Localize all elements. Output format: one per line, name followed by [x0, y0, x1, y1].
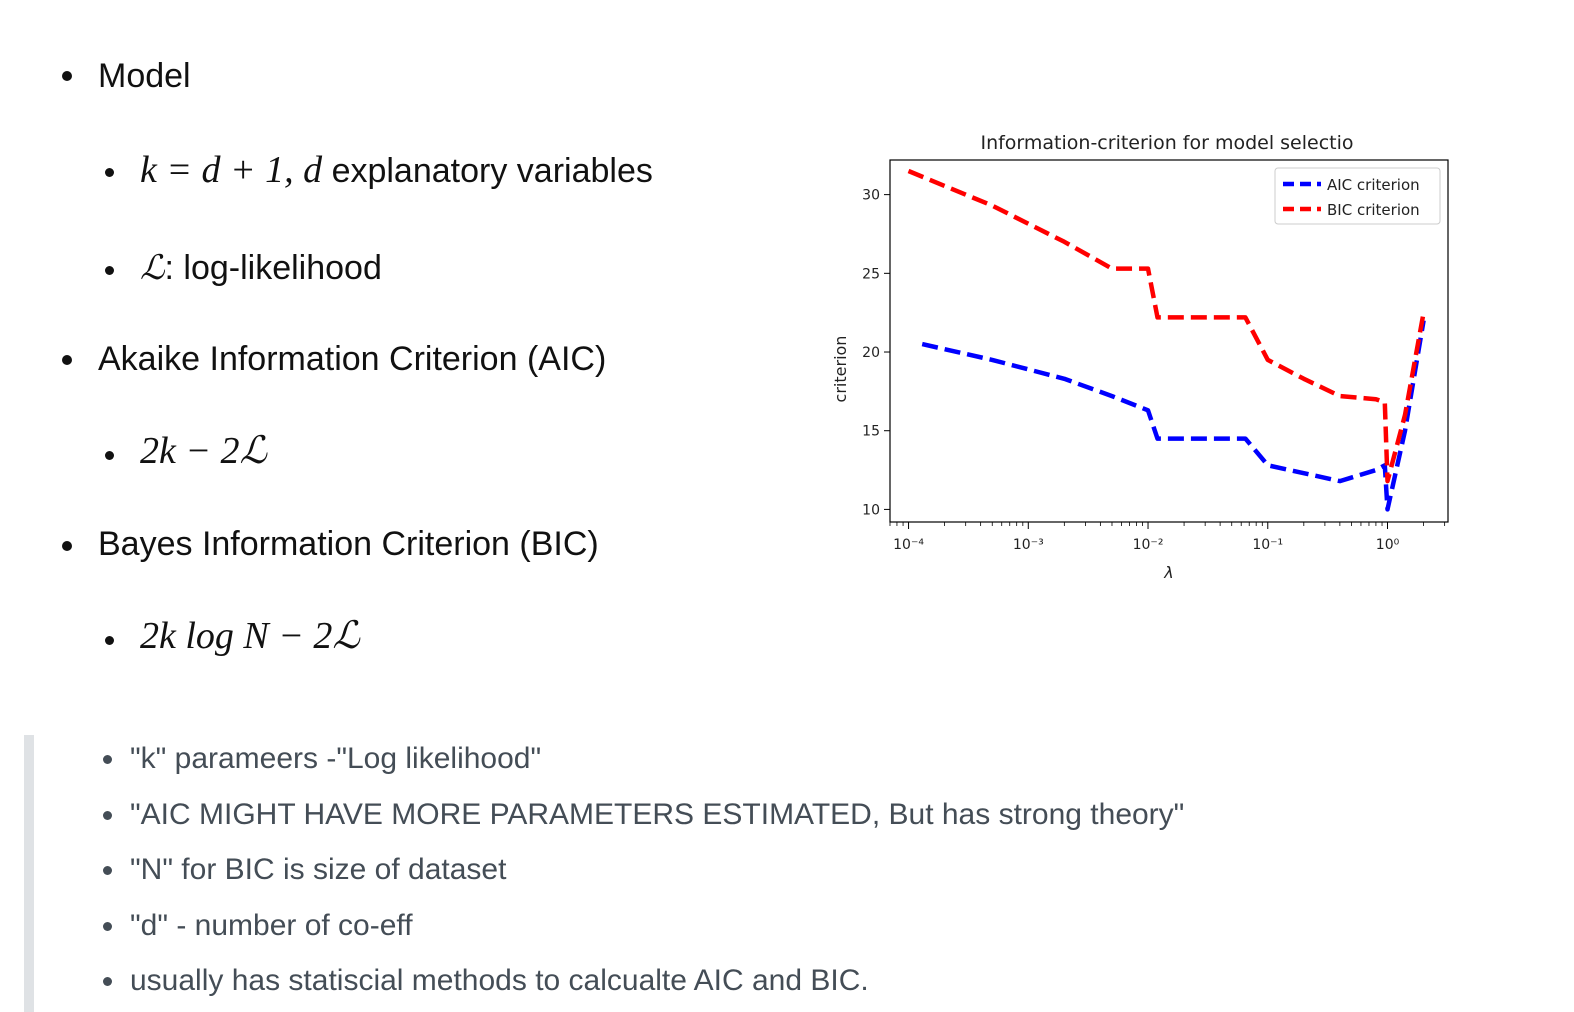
y-tick-label: 10 — [862, 502, 880, 518]
y-tick-label: 20 — [862, 345, 880, 361]
blockquote-bar — [24, 735, 34, 1012]
note-item: usually has statiscial methods to calcua… — [130, 964, 869, 997]
note-item: "AIC MIGHT HAVE MORE PARAMETERS ESTIMATE… — [130, 798, 1185, 831]
bullet-loglikelihood: ℒ: log-likelihood — [140, 248, 382, 288]
bullet-dot — [62, 355, 72, 365]
plot-frame — [889, 159, 1449, 523]
y-tick-label: 25 — [862, 266, 880, 282]
bullet-dot — [105, 451, 114, 460]
d-variable: d — [303, 149, 323, 191]
bullet-dot — [62, 71, 72, 81]
y-axis-label: criterion — [831, 336, 850, 403]
k-description: explanatory variables — [331, 152, 653, 190]
bullet-k-definition: k = d + 1, d explanatory variables — [140, 150, 653, 191]
information-criterion-chart: Information-criterion for model selectio… — [831, 132, 1449, 582]
x-tick-label: 10⁻⁴ — [893, 537, 924, 553]
x-tick-label: 10⁻³ — [1013, 537, 1044, 553]
note-item: "d" - number of co-eff — [130, 909, 413, 942]
note-dot — [103, 811, 112, 820]
bullet-model: Model — [98, 57, 191, 95]
bullet-dot — [105, 636, 114, 645]
x-tick-label: 10⁻² — [1133, 537, 1164, 553]
script-l-symbol: ℒ — [140, 248, 165, 288]
k-equation: k = d + 1, — [140, 149, 294, 191]
x-tick-label: 10⁻¹ — [1252, 537, 1283, 553]
bullet-bic: Bayes Information Criterion (BIC) — [98, 525, 599, 563]
x-axis-label: λ — [1163, 563, 1173, 582]
loglik-description: : log-likelihood — [164, 249, 382, 287]
series-line-bic — [907, 168, 1426, 484]
x-tick-label: 10⁰ — [1376, 537, 1400, 553]
note-dot — [103, 866, 112, 875]
note-dot — [103, 922, 112, 931]
legend-label: BIC criterion — [1327, 201, 1420, 219]
legend-label: AIC criterion — [1327, 176, 1420, 194]
aic-formula: 2k − 2ℒ — [140, 430, 267, 472]
bullet-aic: Akaike Information Criterion (AIC) — [98, 340, 607, 378]
legend-box — [1274, 167, 1441, 225]
bullet-dot — [105, 168, 114, 177]
bullet-dot — [105, 266, 114, 275]
chart-title: Information-criterion for model selectio — [980, 132, 1353, 154]
note-item: "k" parameers -"Log likelihood" — [130, 742, 542, 775]
bullet-dot — [62, 541, 72, 551]
note-dot — [103, 977, 112, 986]
y-tick-label: 15 — [862, 424, 880, 440]
note-dot — [103, 755, 112, 764]
series-line-aic — [921, 320, 1426, 512]
bic-formula: 2k log N − 2ℒ — [140, 615, 360, 657]
y-tick-label: 30 — [862, 188, 880, 204]
note-item: "N" for BIC is size of dataset — [130, 853, 507, 886]
